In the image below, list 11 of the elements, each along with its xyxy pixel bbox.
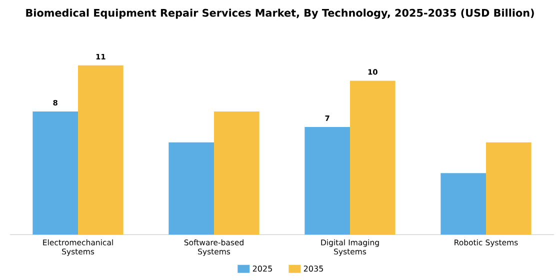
legend-label: 2035 bbox=[304, 266, 323, 272]
chart-title: Biomedical Equipment Repair Services Market, By Technology, 2025-2035 (USD Billion) bbox=[26, 8, 534, 19]
bar bbox=[32, 112, 78, 235]
bar bbox=[440, 173, 486, 235]
bar bbox=[304, 126, 350, 235]
bar bbox=[168, 142, 214, 235]
bar bbox=[78, 65, 124, 235]
bar bbox=[350, 80, 396, 235]
bar bbox=[486, 142, 532, 235]
legend-label: 2025 bbox=[252, 266, 272, 272]
bar bbox=[214, 112, 260, 235]
